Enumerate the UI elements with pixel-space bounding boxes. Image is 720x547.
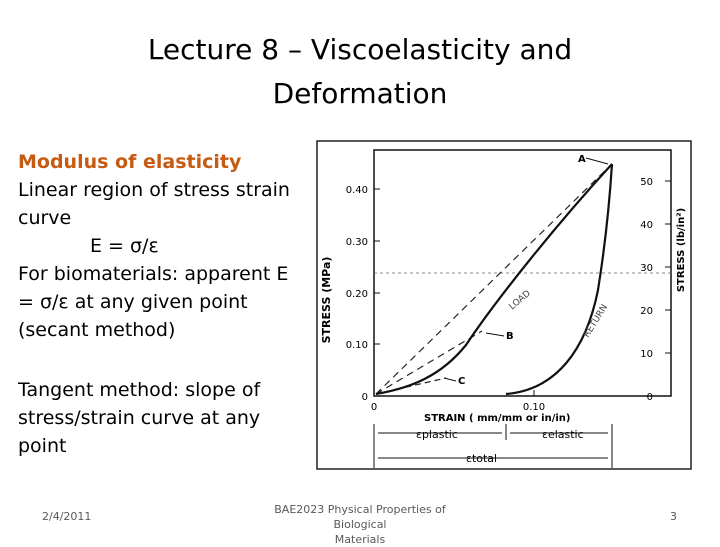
right-tick-label: 0: [647, 392, 653, 403]
left-tick-label: 0.40: [346, 185, 368, 196]
stress-strain-diagram: 0.40 0.30 0.20 0.10 0 50 40 30 20 10 0 S…: [316, 140, 692, 470]
body-heading: Modulus of elasticity: [18, 151, 242, 173]
tangent-line-3: point: [18, 435, 67, 457]
right-tick-label: 50: [640, 177, 653, 188]
point-c-pointer: [443, 377, 457, 382]
secant-line-b: [375, 330, 483, 395]
right-tick-label: 20: [640, 306, 653, 317]
strain-total-label: εtotal: [466, 452, 497, 465]
x-axis-label: STRAIN ( mm/mm or in/in): [424, 413, 571, 424]
right-tick-marks: [665, 180, 671, 354]
return-curve: [505, 163, 614, 396]
slide-title-line-1: Lecture 8 – Viscoelasticity and: [147, 33, 573, 66]
body-line-2: curve: [18, 207, 72, 229]
x-tick-label: 0.10: [523, 402, 545, 413]
left-tick-label: 0: [362, 392, 368, 403]
strain-plastic-label: εplastic: [416, 428, 458, 441]
footer-date: 2/4/2011: [42, 510, 92, 523]
figure-frame: [316, 140, 692, 470]
body-line-1: Linear region of stress strain: [18, 179, 290, 201]
right-tick-label: 10: [640, 349, 653, 360]
body-formula: E = σ/ε: [90, 235, 159, 257]
tangent-line-2: stress/strain curve at any: [18, 407, 261, 429]
strain-elastic-label: εelastic: [542, 428, 584, 441]
tangent-line-1: Tangent method: slope of: [18, 379, 261, 401]
left-tick-marks: [374, 188, 380, 345]
left-axis-label: STRESS (MPa): [320, 257, 333, 344]
point-label-c: C: [458, 376, 465, 387]
stress-strain-figure: 0.40 0.30 0.20 0.10 0 50 40 30 20 10 0 S…: [316, 140, 692, 470]
point-label-b: B: [506, 331, 514, 342]
load-curve: [375, 163, 613, 396]
left-tick-label: 0.10: [346, 340, 368, 351]
slide-title-line-2: Deformation: [272, 77, 448, 110]
right-tick-label: 40: [640, 220, 653, 231]
x-tick-label: 0: [371, 402, 377, 413]
body-line-5: = σ/ε at any given point: [18, 291, 248, 313]
slide-title: Lecture 8 – Viscoelasticity and Deformat…: [0, 28, 720, 116]
secant-line-a: [375, 163, 613, 395]
right-axis-label: STRESS (lb/in²): [676, 208, 687, 292]
strain-dimensions: [373, 424, 613, 468]
point-label-a: A: [578, 154, 586, 165]
point-b-pointer: [485, 332, 505, 337]
footer-page-number: 3: [670, 510, 677, 523]
body-text: Modulus of elasticity Linear region of s…: [18, 148, 308, 344]
footer-course-line-1: BAE2023 Physical Properties of Biologica…: [274, 503, 446, 531]
point-a-pointer: [585, 157, 609, 165]
left-tick-label: 0.20: [346, 289, 368, 300]
right-tick-label: 30: [640, 263, 653, 274]
left-tick-label: 0.30: [346, 237, 368, 248]
body-line-4: For biomaterials: apparent E: [18, 263, 289, 285]
footer-course: BAE2023 Physical Properties of Biologica…: [250, 502, 470, 547]
tangent-text: Tangent method: slope of stress/strain c…: [18, 376, 298, 460]
body-line-6: (secant method): [18, 319, 176, 341]
